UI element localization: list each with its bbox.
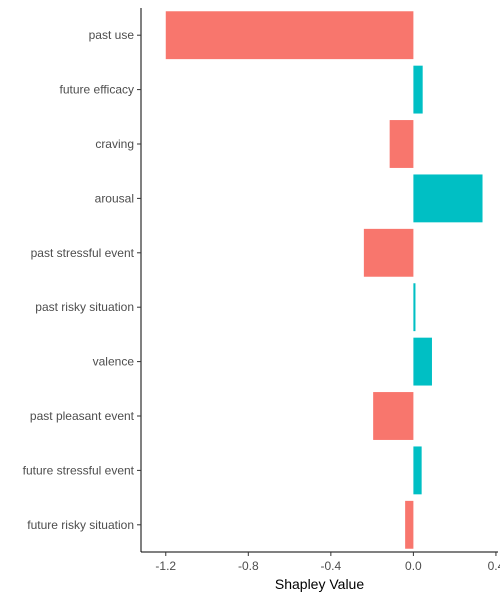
x-tick-label: -0.8 bbox=[238, 559, 259, 573]
y-tick-label: future efficacy bbox=[60, 83, 134, 97]
bar-future-risky-situation bbox=[405, 500, 414, 549]
y-tick-label: future stressful event bbox=[23, 463, 135, 477]
bar-future-efficacy bbox=[413, 65, 423, 114]
bar-past-risky-situation bbox=[413, 283, 416, 332]
bar-future-stressful-event bbox=[413, 446, 422, 495]
y-tick-label: past risky situation bbox=[35, 300, 134, 314]
x-tick-labels: -1.2 -0.8 -0.4 0.0 0.4 bbox=[155, 559, 500, 573]
y-tick-label: future risky situation bbox=[27, 518, 134, 532]
bar-craving bbox=[389, 120, 414, 168]
y-tick-label: arousal bbox=[95, 191, 134, 205]
bar-past-use bbox=[165, 11, 414, 60]
y-tick-label: valence bbox=[93, 355, 135, 369]
y-tick-label: past stressful event bbox=[31, 246, 135, 260]
x-tick-label: 0.4 bbox=[488, 559, 500, 573]
x-axis-title: Shapley Value bbox=[275, 576, 364, 592]
bar-valence bbox=[413, 337, 432, 386]
bar-arousal bbox=[413, 174, 483, 223]
x-tick-label: -0.4 bbox=[321, 559, 342, 573]
bar-past-pleasant-event bbox=[373, 392, 414, 440]
y-tick-labels: past use future efficacy craving arousal pas… bbox=[23, 28, 135, 532]
x-tick-label: 0.0 bbox=[405, 559, 422, 573]
y-tick-label: past pleasant event bbox=[30, 409, 135, 423]
y-tick-label: craving bbox=[95, 137, 134, 151]
axes-layer bbox=[137, 8, 498, 556]
y-tick-label: past use bbox=[89, 28, 135, 42]
bars-layer bbox=[165, 11, 483, 549]
x-tick-label: -1.2 bbox=[155, 559, 176, 573]
bar-past-stressful-event bbox=[363, 228, 414, 277]
